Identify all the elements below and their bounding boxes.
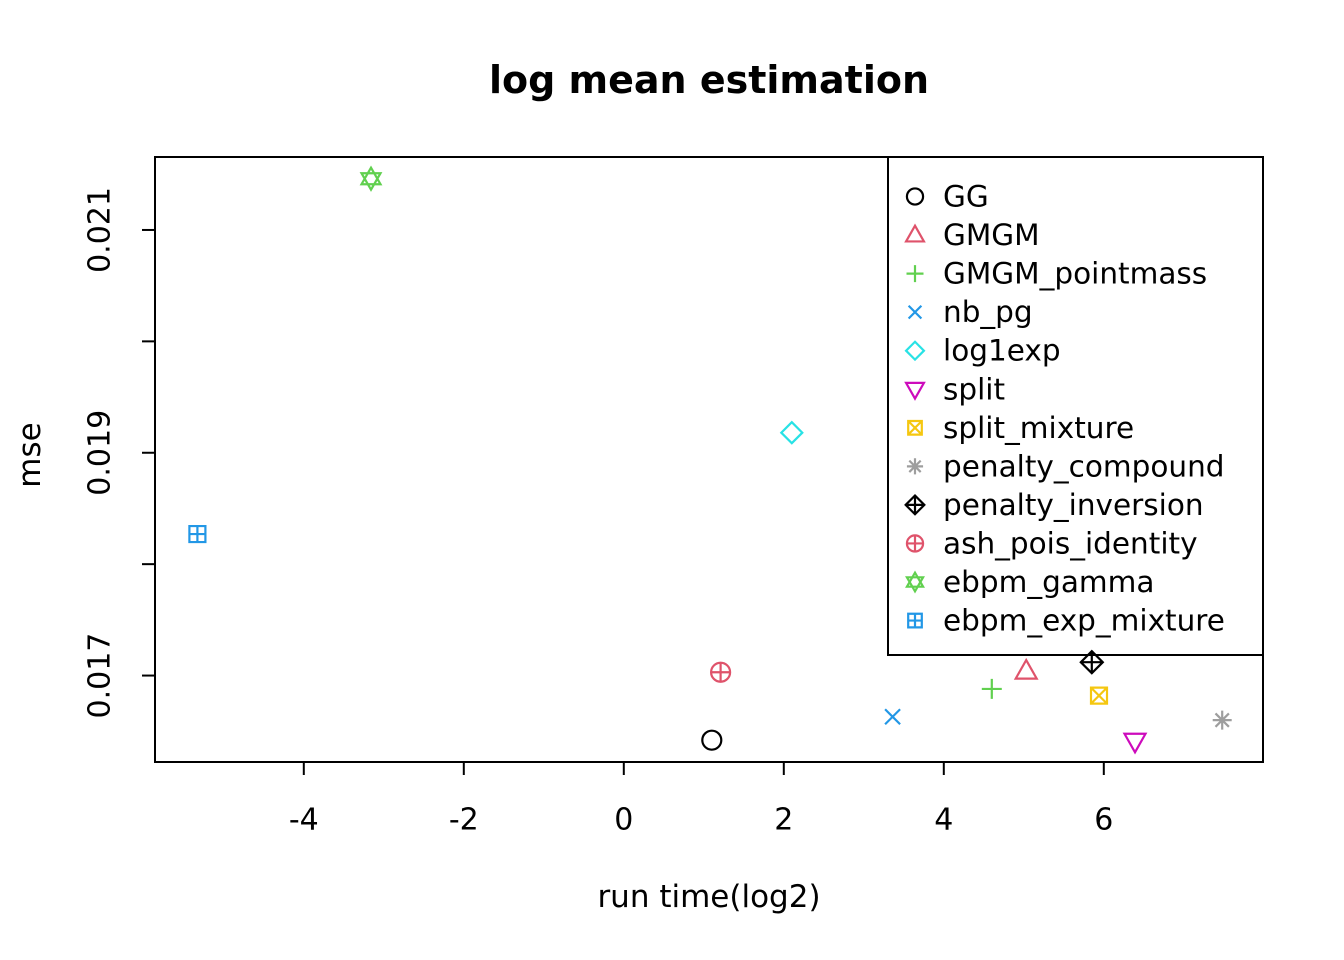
x-axis-tick-label: -4 xyxy=(289,803,319,838)
legend-label-GMGM: GMGM xyxy=(943,218,1040,252)
legend-label-GMGM_pointmass: GMGM_pointmass xyxy=(943,257,1207,291)
legend-marker-GMGM_pointmass xyxy=(906,265,924,283)
legend-marker-ash_pois_identity xyxy=(905,534,925,553)
point-GG xyxy=(701,729,723,751)
legend-label-ebpm_exp_mixture: ebpm_exp_mixture xyxy=(943,604,1225,638)
legend-label-split_mixture: split_mixture xyxy=(943,411,1134,445)
legend-marker-penalty_compound xyxy=(906,458,924,475)
x-axis-tick-label: 4 xyxy=(934,803,953,838)
point-ebpm_gamma xyxy=(359,165,383,192)
legend-marker-split_mixture xyxy=(907,419,923,436)
point-log1exp xyxy=(779,420,804,445)
legend-label-ash_pois_identity: ash_pois_identity xyxy=(943,526,1198,560)
y-axis-tick-label: 0.021 xyxy=(83,187,118,273)
point-ash_pois_identity xyxy=(709,661,732,683)
legend-label-penalty_compound: penalty_compound xyxy=(943,449,1225,483)
point-GMGM xyxy=(1013,657,1039,680)
legend-marker-ebpm_exp_mixture xyxy=(907,612,923,629)
point-nb_pg xyxy=(884,708,901,726)
y-axis-tick-label: 0.017 xyxy=(83,633,118,719)
point-split xyxy=(1122,732,1148,755)
point-GMGM_pointmass xyxy=(981,678,1002,699)
chart-title: log mean estimation xyxy=(488,58,930,102)
x-axis-tick-label: -2 xyxy=(449,803,479,838)
point-penalty_compound xyxy=(1212,710,1232,730)
y-axis-title: mse xyxy=(12,422,48,488)
legend-label-penalty_inversion: penalty_inversion xyxy=(943,488,1204,522)
legend-marker-GG xyxy=(905,187,925,206)
legend-marker-penalty_inversion xyxy=(904,493,926,516)
legend-marker-split xyxy=(904,381,926,401)
legend-label-GG: GG xyxy=(943,180,989,214)
x-axis-tick-label: 2 xyxy=(774,803,793,838)
legend-label-log1exp: log1exp xyxy=(943,334,1061,368)
x-axis-tick-label: 0 xyxy=(614,803,633,838)
point-ebpm_exp_mixture xyxy=(188,524,207,544)
x-axis-tick-label: 6 xyxy=(1094,803,1113,838)
point-split_mixture xyxy=(1089,686,1109,705)
legend-label-ebpm_gamma: ebpm_gamma xyxy=(943,565,1154,599)
legend-marker-GMGM xyxy=(904,223,926,243)
legend-box xyxy=(887,156,1264,656)
y-axis-tick-label: 0.019 xyxy=(83,410,118,496)
legend-marker-ebpm_gamma xyxy=(905,570,925,594)
legend-marker-nb_pg xyxy=(907,304,923,320)
legend-marker-log1exp xyxy=(904,340,926,362)
legend-label-split: split xyxy=(943,372,1005,406)
legend-label-nb_pg: nb_pg xyxy=(943,295,1033,329)
x-axis-title: run time(log2) xyxy=(597,879,821,915)
